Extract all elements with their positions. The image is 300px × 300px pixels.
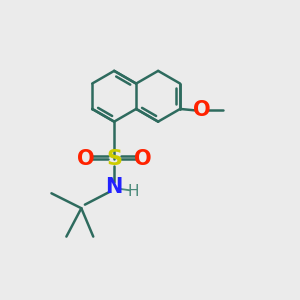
Text: O: O [134, 149, 151, 169]
Text: O: O [193, 100, 210, 120]
Text: O: O [77, 149, 94, 169]
Text: H: H [128, 184, 139, 199]
Text: N: N [106, 177, 123, 197]
Text: S: S [106, 149, 122, 169]
